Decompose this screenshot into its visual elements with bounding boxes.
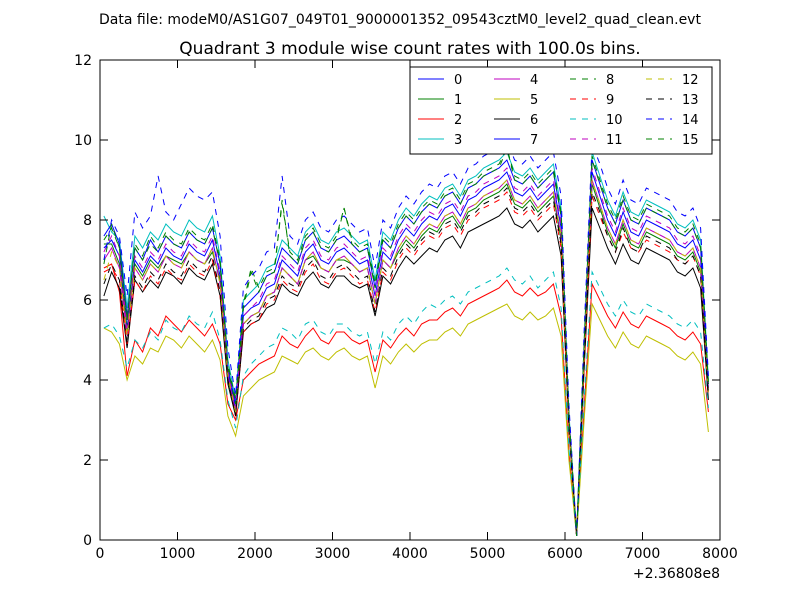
series-line-5 (103, 302, 709, 537)
x-tick-label: 2000 (237, 546, 273, 562)
legend-label-6: 6 (530, 113, 538, 128)
legend-label-1: 1 (454, 93, 462, 108)
series-line-11 (103, 167, 709, 537)
y-tick-label: 8 (83, 213, 92, 229)
legend-label-8: 8 (606, 73, 614, 88)
legend-label-9: 9 (606, 93, 614, 108)
series-line-6 (103, 207, 709, 537)
series-line-8 (103, 146, 709, 537)
x-tick-label: 7000 (625, 546, 661, 562)
legend-label-0: 0 (454, 73, 462, 88)
legend-label-2: 2 (454, 113, 462, 128)
y-tick-label: 12 (74, 53, 92, 69)
series-line-10 (103, 267, 709, 537)
x-tick-label: 0 (96, 546, 105, 562)
legend-label-4: 4 (530, 73, 538, 88)
legend-label-5: 5 (530, 93, 538, 108)
series-line-15 (103, 146, 709, 537)
legend-label-3: 3 (454, 133, 462, 148)
series-line-14 (103, 139, 709, 537)
legend-label-12: 12 (682, 73, 699, 88)
x-tick-label: 3000 (315, 546, 351, 562)
x-offset-text: +2.36808e8 (633, 566, 720, 582)
series-layer (103, 139, 709, 537)
x-tick-label: 8000 (702, 546, 738, 562)
legend-label-11: 11 (606, 133, 623, 148)
legend-label-10: 10 (606, 113, 623, 128)
series-line-13 (103, 187, 709, 537)
y-tick-label: 10 (74, 133, 92, 149)
series-line-12 (103, 179, 709, 537)
series-line-2 (103, 263, 709, 537)
y-tick-label: 4 (83, 373, 92, 389)
x-tick-label: 1000 (160, 546, 196, 562)
chart-title: Quadrant 3 module wise count rates with … (179, 39, 640, 59)
y-tick-label: 2 (83, 453, 92, 469)
y-tick-label: 6 (83, 293, 92, 309)
x-tick-label: 4000 (392, 546, 428, 562)
legend-label-14: 14 (682, 113, 699, 128)
y-tick-label: 0 (83, 533, 92, 549)
series-line-0 (103, 171, 709, 537)
series-line-3 (103, 151, 709, 537)
axes-layer: 0 1000 2000 3000 4000 5000 6000 7000 80000246810… (74, 53, 738, 562)
legend-label-13: 13 (682, 93, 699, 108)
x-tick-label: 6000 (547, 546, 583, 562)
legend-label-15: 15 (682, 133, 699, 148)
x-tick-label: 5000 (470, 546, 506, 562)
legend-label-7: 7 (530, 133, 538, 148)
suptitle: Data file: modeM0/AS1G07_049T01_90000013… (99, 12, 701, 28)
